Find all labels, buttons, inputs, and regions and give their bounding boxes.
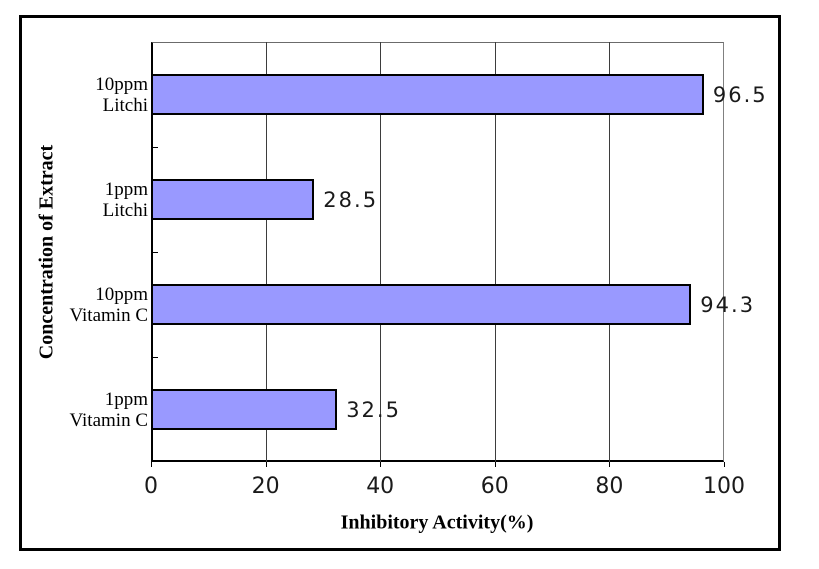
category-label-line: 10ppm xyxy=(95,73,148,95)
bar-10ppm-litchi xyxy=(151,74,704,115)
category-label-10ppm-vitamin-c: 10ppm Vitamin C xyxy=(32,284,148,326)
x-axis-title: Inhibitory Activity(%) xyxy=(340,511,534,534)
y-axis-boundary-tick xyxy=(151,252,158,253)
category-label-line: Litchi xyxy=(102,94,148,116)
category-label-line: 1ppm xyxy=(104,388,148,410)
x-axis-tick-0 xyxy=(151,462,152,467)
category-label-line: Vitamin C xyxy=(69,409,148,431)
gridline-x-60 xyxy=(494,42,496,462)
category-label-line: Litchi xyxy=(102,199,148,221)
x-axis-tick-100 xyxy=(724,462,725,467)
x-tick-label-0: 0 xyxy=(144,474,158,499)
category-label-1ppm-vitamin-c: 1ppm Vitamin C xyxy=(32,389,148,431)
bar-1ppm-vitamin-c xyxy=(151,389,338,430)
x-axis-tick-40 xyxy=(380,462,382,467)
data-label-1ppm-litchi: 28.5 xyxy=(323,187,379,212)
category-label-line: 1ppm xyxy=(104,178,148,200)
y-axis-boundary-tick xyxy=(151,147,158,148)
category-label-line: 10ppm xyxy=(95,283,148,305)
category-label-1ppm-litchi: 1ppm Litchi xyxy=(32,179,148,221)
x-tick-label-40: 40 xyxy=(366,474,395,499)
gridline-x-80 xyxy=(609,42,611,462)
gridline-x-20 xyxy=(265,42,267,462)
category-label-line: Vitamin C xyxy=(69,304,148,326)
x-axis-tick-80 xyxy=(609,462,611,467)
x-tick-label-20: 20 xyxy=(251,474,280,499)
category-label-10ppm-litchi: 10ppm Litchi xyxy=(32,74,148,116)
y-axis-boundary-tick xyxy=(151,357,158,358)
bar-1ppm-litchi xyxy=(151,179,315,220)
y-axis-title: Concentration of Extract xyxy=(35,144,58,360)
x-tick-label-80: 80 xyxy=(595,474,624,499)
data-label-1ppm-vitamin-c: 32.5 xyxy=(346,397,401,422)
data-label-10ppm-litchi: 96.5 xyxy=(712,82,768,107)
x-axis-tick-60 xyxy=(494,462,496,467)
bar-10ppm-vitamin-c xyxy=(151,284,692,325)
x-tick-label-100: 100 xyxy=(703,474,745,499)
gridline-x-40 xyxy=(380,42,382,462)
data-label-10ppm-vitamin-c: 94.3 xyxy=(700,292,756,317)
x-tick-label-60: 60 xyxy=(480,474,509,499)
x-axis-tick-20 xyxy=(265,462,267,467)
